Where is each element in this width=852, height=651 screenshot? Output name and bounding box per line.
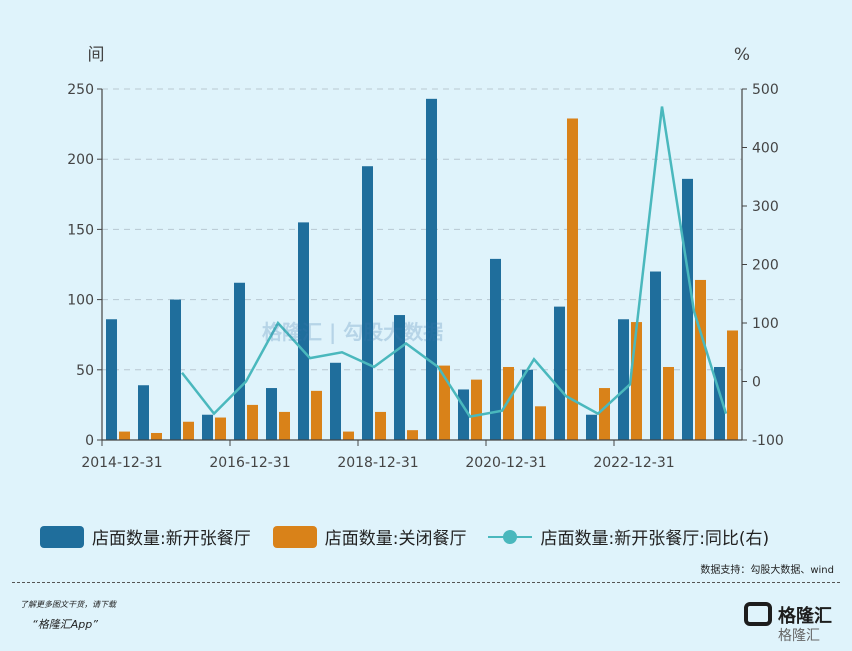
bar-new <box>298 222 309 440</box>
brand-logo: 格隆汇 格隆汇 <box>744 600 836 644</box>
logo-icon <box>744 602 772 626</box>
legend-item-new: 店面数量:新开张餐厅 <box>40 524 251 549</box>
bar-new <box>234 282 245 440</box>
bar-new <box>266 388 277 440</box>
bar-closed <box>503 366 514 440</box>
x-tick-label: 2018-12-31 <box>337 455 418 471</box>
legend-label-new: 店面数量:新开张餐厅 <box>92 529 251 549</box>
brand-name: 格隆汇 <box>778 606 832 627</box>
bar-closed <box>183 421 194 440</box>
bar-closed <box>311 390 322 440</box>
footer-divider <box>12 582 840 583</box>
bar-new <box>682 178 693 440</box>
bar-closed <box>471 379 482 440</box>
bar-new <box>202 414 213 440</box>
bar-new <box>586 414 597 440</box>
yoy-line <box>181 106 728 418</box>
bar-closed <box>119 431 130 440</box>
bar-new <box>426 98 437 440</box>
bar-new <box>618 319 629 440</box>
chart-area: 0 50 100 150 200 250 -100 0 100 200 300 400 500 间 % 201… <box>67 45 784 471</box>
bar-closed <box>151 432 162 440</box>
bar-new <box>522 369 533 440</box>
bar-closed <box>695 279 706 440</box>
x-tick-label: 2020-12-31 <box>465 455 546 471</box>
y-left-tick-label: 0 <box>85 433 94 449</box>
y-right-tick-label: 100 <box>752 316 779 332</box>
watermark: 格隆汇 | 勾股大数据 <box>262 320 444 344</box>
bar-closed <box>631 322 642 440</box>
bar-closed <box>407 430 418 440</box>
bar-new <box>362 166 373 440</box>
bar-closed <box>663 366 674 440</box>
x-tick-label: 2014-12-31 <box>81 455 162 471</box>
y-left-tick-label: 100 <box>67 293 94 309</box>
promo-app-name: “格隆汇App” <box>32 618 98 631</box>
bar-new <box>138 385 149 440</box>
bar-closed <box>599 388 610 440</box>
bar-new <box>650 271 661 440</box>
y-left-tick-label: 250 <box>67 82 94 98</box>
legend-swatch-closed <box>272 525 317 548</box>
x-tick-label: 2022-12-31 <box>593 455 674 471</box>
legend-label-yoy: 店面数量:新开张餐厅:同比(右) <box>540 529 770 549</box>
y-right-tick-label: 200 <box>752 258 779 274</box>
bar-closed <box>247 404 258 440</box>
brand-name-secondary: 格隆汇 <box>778 628 820 644</box>
bar-new <box>170 299 181 440</box>
bar-new <box>714 366 725 440</box>
y-right-tick-label: 400 <box>752 141 779 157</box>
bar-new <box>554 306 565 440</box>
y-left-tick-label: 200 <box>67 152 94 168</box>
bar-new <box>394 315 405 440</box>
bar-new <box>458 389 469 440</box>
y-right-tick-label: 0 <box>752 375 761 391</box>
bar-closed <box>727 330 738 440</box>
bar-new <box>106 319 117 440</box>
bar-closed <box>375 411 386 440</box>
x-tick-label: 2016-12-31 <box>209 455 290 471</box>
bar-new <box>330 362 341 440</box>
y-left-tick-label: 150 <box>67 222 94 238</box>
bar-closed <box>439 365 450 440</box>
legend-label-closed: 店面数量:关闭餐厅 <box>324 529 467 549</box>
legend-swatch-yoy <box>488 526 533 548</box>
legend-swatch-new <box>40 525 84 548</box>
legend: 店面数量:新开张餐厅 店面数量:关闭餐厅 店面数量:新开张餐厅:同比(右) <box>40 524 777 549</box>
bar-closed <box>279 411 290 440</box>
y-right-tick-label: 500 <box>752 82 779 98</box>
data-source: 数据支持：勾股大数据、wind <box>700 565 834 576</box>
bar-closed <box>567 118 578 440</box>
bar-closed <box>535 406 546 440</box>
y-left-unit: 间 <box>88 45 105 65</box>
legend-item-yoy: 店面数量:新开张餐厅:同比(右) <box>488 524 769 549</box>
bar-new <box>490 258 501 440</box>
y-right-unit: % <box>734 45 750 65</box>
y-right-tick-label: -100 <box>752 433 784 449</box>
legend-item-closed: 店面数量:关闭餐厅 <box>272 524 467 549</box>
bar-closed <box>343 431 354 440</box>
bar-closed <box>215 417 226 440</box>
y-right-tick-label: 300 <box>752 199 779 215</box>
y-left-tick-label: 50 <box>76 363 94 379</box>
promo-text: 了解更多图文干货，请下载 <box>20 600 116 609</box>
